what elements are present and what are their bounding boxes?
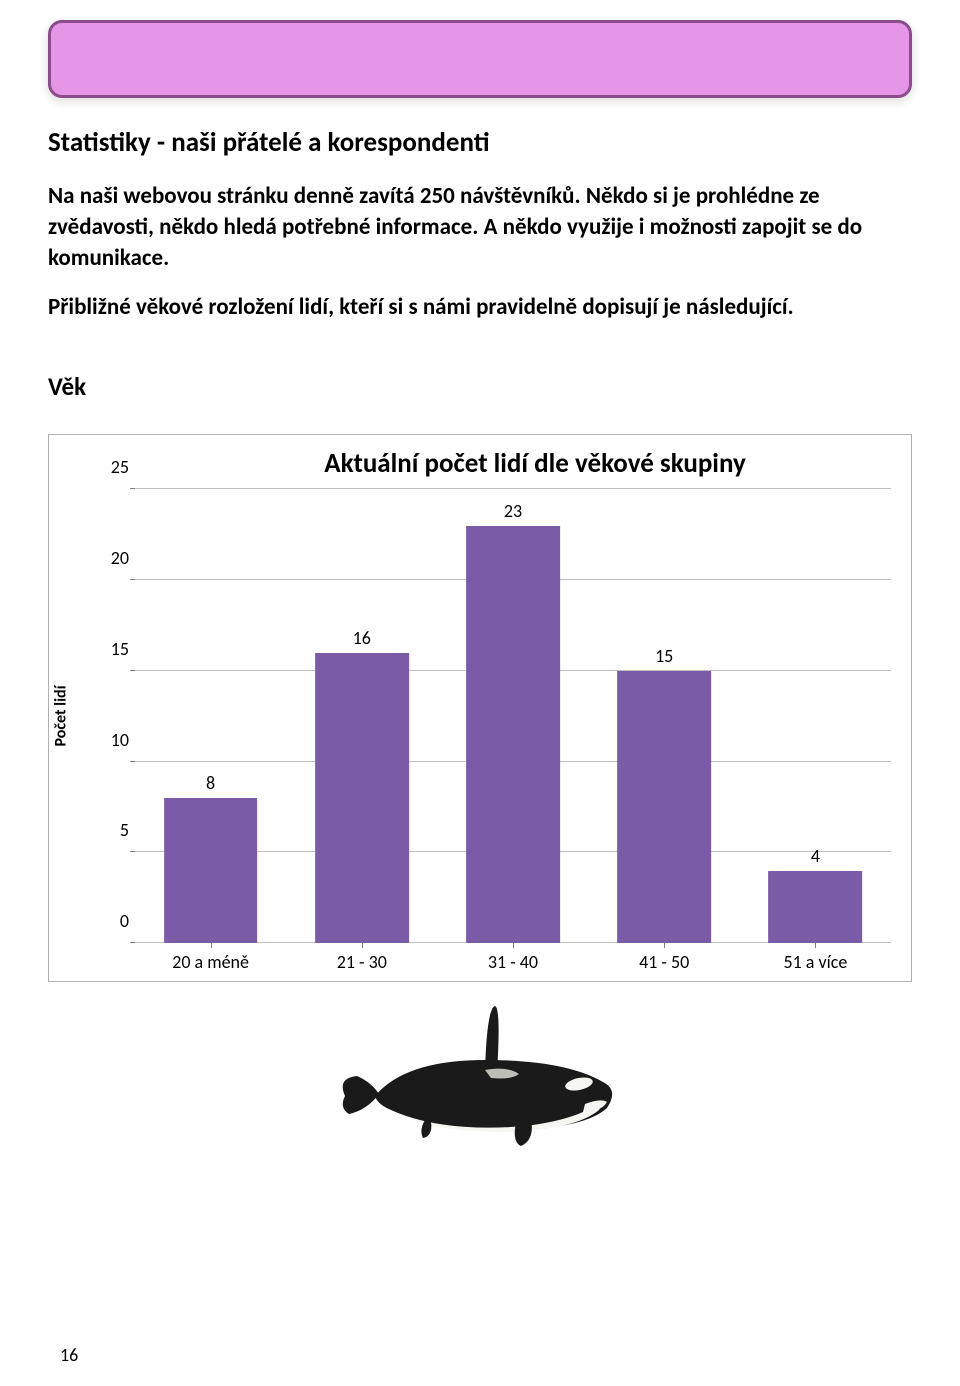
intro-paragraph-2: Přibližné věkové rozložení lidí, kteří s… <box>48 292 868 323</box>
chart-bar <box>769 871 863 944</box>
chart-bar-slot: 1621 - 30 <box>286 489 437 943</box>
chart-x-tick-label: 31 - 40 <box>488 951 538 973</box>
chart-bar-slot: 1541 - 50 <box>589 489 740 943</box>
chart-bar <box>466 526 560 944</box>
chart-x-tick-mark <box>664 943 665 948</box>
chart-y-axis-label: Počet lidí <box>52 686 71 747</box>
chart-bar-slot: 451 a více <box>740 489 891 943</box>
chart-y-tick-label: 0 <box>97 910 129 932</box>
chart-x-tick-mark <box>362 943 363 948</box>
chart-bar <box>164 798 258 943</box>
chart-y-tick-label: 20 <box>97 547 129 569</box>
chart-bar-value-label: 16 <box>353 627 371 649</box>
orca-illustration <box>48 1000 912 1155</box>
chart-bar <box>315 653 409 944</box>
chart-plot-wrap: Počet lidí 0510152025820 a méně1621 - 30… <box>91 489 891 943</box>
decorative-banner <box>48 20 912 98</box>
page-title: Statistiky - naši přátelé a korespondent… <box>48 126 912 159</box>
chart-x-tick-label: 51 a více <box>783 951 847 973</box>
chart-bar <box>617 671 711 943</box>
page-number: 16 <box>60 1344 78 1366</box>
chart-x-tick-label: 21 - 30 <box>337 951 387 973</box>
chart-y-tick-label: 10 <box>97 729 129 751</box>
age-bar-chart: Aktuální počet lidí dle věkové skupiny P… <box>48 434 912 982</box>
chart-bar-value-label: 8 <box>206 772 215 794</box>
chart-title: Aktuální počet lidí dle věkové skupiny <box>177 447 893 480</box>
intro-paragraph-1: Na naši webovou stránku denně zavítá 250… <box>48 181 868 274</box>
chart-plot-area: 0510152025820 a méně1621 - 302331 - 4015… <box>135 489 891 943</box>
chart-bar-slot: 820 a méně <box>135 489 286 943</box>
section-heading-age: Věk <box>48 371 912 402</box>
chart-y-tick-label: 15 <box>97 638 129 660</box>
chart-y-tick-label: 5 <box>97 819 129 841</box>
chart-bar-value-label: 15 <box>655 645 673 667</box>
chart-x-tick-mark <box>211 943 212 948</box>
chart-x-tick-label: 20 a méně <box>172 951 249 973</box>
chart-x-tick-label: 41 - 50 <box>639 951 689 973</box>
chart-bar-value-label: 23 <box>504 500 522 522</box>
chart-x-tick-mark <box>815 943 816 948</box>
chart-x-tick-mark <box>513 943 514 948</box>
chart-bar-value-label: 4 <box>811 845 820 867</box>
chart-bar-slot: 2331 - 40 <box>437 489 588 943</box>
chart-y-tick-label: 25 <box>97 456 129 478</box>
